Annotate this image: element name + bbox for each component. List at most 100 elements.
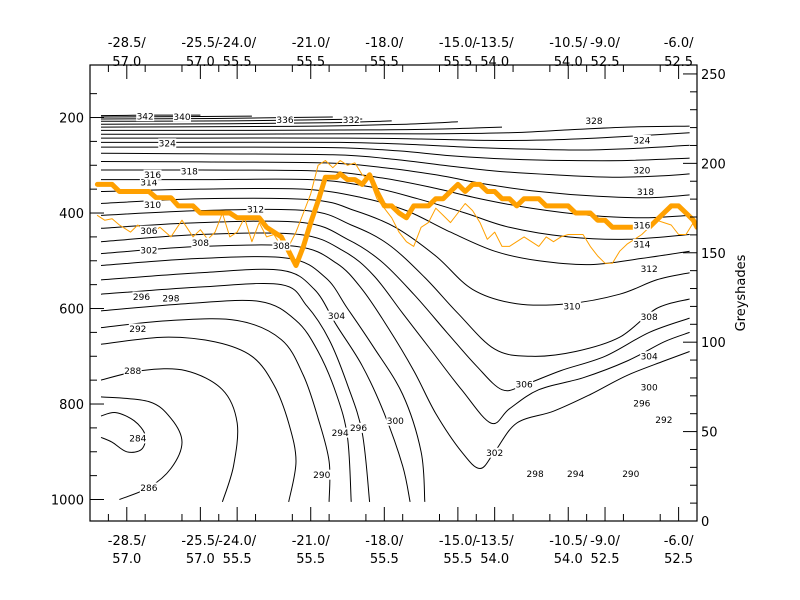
bottom-tick-label-lat: 52.5	[664, 552, 693, 567]
contour-label-bg	[621, 468, 640, 479]
contour-314	[101, 178, 690, 240]
top-tick-label-lat: 54.0	[480, 55, 509, 70]
left-tick-label: 400	[59, 207, 84, 222]
top-tick-label-lat: 52.5	[664, 55, 693, 70]
bottom-tick-label-lon: -10.5/	[549, 534, 588, 549]
axes: 200 400 600 800 1000 0 50 100 150 200 250 -28.5/57.…	[51, 36, 726, 567]
top-tick-label-lat: 55.5	[443, 55, 472, 70]
contour-label-bg	[526, 468, 545, 479]
contour-292	[100, 318, 331, 502]
left-tick-label: 600	[59, 303, 84, 318]
contour-label-bg	[342, 114, 361, 125]
bottom-tick-label-lat: 55.5	[296, 552, 325, 567]
top-tick-label-lat: 57.0	[186, 55, 215, 70]
top-tick-label-lon: -21.0/	[292, 36, 331, 51]
contour-label: 318	[637, 188, 654, 198]
contour-label: 336	[276, 116, 293, 126]
contour-label-bg	[139, 482, 158, 493]
contour-318	[100, 161, 690, 199]
contour-label: 292	[655, 416, 672, 426]
right-tick-label: 100	[701, 336, 726, 351]
contour-label: 306	[516, 380, 533, 390]
bottom-tick-label-lat: 57.0	[186, 552, 215, 567]
contour-label-bg	[172, 111, 191, 122]
contour-label-bg	[632, 165, 651, 176]
contour-342	[100, 114, 201, 117]
bottom-tick-label-lon: -28.5/	[108, 534, 147, 549]
contour-label-bg	[312, 469, 331, 480]
left-tick-label: 800	[59, 398, 84, 413]
contour-label-bg	[632, 219, 651, 230]
contour-label: 312	[641, 265, 658, 275]
contour-label: 284	[129, 435, 146, 445]
contour-label-bg	[143, 199, 162, 210]
contour-label-bg	[632, 239, 651, 250]
contour-label: 298	[162, 294, 179, 304]
contour-label: 328	[585, 117, 602, 127]
contour-label-bg	[632, 134, 651, 145]
contour-label-bg	[180, 166, 199, 177]
contour-label-bg	[143, 169, 162, 180]
bottom-tick-label-lat: 54.0	[480, 552, 509, 567]
contour-label-bg	[275, 114, 294, 125]
plot-frame	[89, 64, 698, 522]
contour-label-bg	[128, 433, 147, 444]
top-tick-label-lon: -13.5/	[476, 36, 515, 51]
bottom-tick-label-lon: -9.0/	[590, 534, 620, 549]
contour-320	[100, 152, 690, 178]
bottom-tick-label-lat: 55.5	[223, 552, 252, 567]
bottom-tick-label-lon: -18.0/	[365, 534, 404, 549]
top-tick-label-lat: 52.5	[591, 55, 620, 70]
bottom-tick-label-lon: -21.0/	[292, 534, 331, 549]
contour-label: 310	[563, 302, 580, 312]
bottom-tick-label-lat: 55.5	[370, 552, 399, 567]
top-tick-label-lat: 55.5	[296, 55, 325, 70]
contour-302	[100, 244, 690, 470]
top-tick-label-lon: -24.0/	[218, 36, 257, 51]
right-tick-label: 50	[701, 426, 718, 441]
contour-label: 296	[133, 293, 150, 303]
top-tick-label-lat: 57.0	[112, 55, 141, 70]
bottom-tick-label-lon: -13.5/	[476, 534, 515, 549]
top-tick-label-lat: 55.5	[370, 55, 399, 70]
contour-label-bg	[139, 225, 158, 236]
bottom-tick-label-lon: -24.0/	[218, 534, 257, 549]
contour-288	[100, 368, 239, 503]
contour-298	[100, 268, 411, 503]
contour-label: 320	[633, 166, 650, 176]
contour-label: 290	[622, 470, 639, 480]
bottom-tick-label-lon: -25.5/	[181, 534, 220, 549]
contour-label: 304	[328, 312, 345, 322]
contour-label-bg	[132, 291, 151, 302]
contour-330	[100, 126, 503, 131]
top-tick-label-lon: -10.5/	[549, 36, 588, 51]
contour-336	[100, 118, 363, 122]
contour-label: 324	[159, 140, 176, 150]
contour-label-bg	[654, 414, 673, 425]
contour-label: 302	[140, 247, 157, 257]
contour-290	[100, 336, 297, 502]
contour-label: 304	[641, 353, 658, 363]
contour-label: 316	[633, 221, 650, 231]
top-tick-label-lat: 54.0	[554, 55, 583, 70]
contour-label: 308	[273, 242, 290, 252]
contour-324	[100, 141, 690, 151]
top-tick-label-lon: -28.5/	[108, 36, 147, 51]
contour-label: 300	[641, 384, 658, 394]
contour-label-bg	[139, 245, 158, 256]
top-tick-label-lon: -6.0/	[664, 36, 694, 51]
contour-316	[100, 169, 690, 219]
contour-label: 314	[633, 240, 650, 250]
contour-label: 312	[247, 206, 264, 216]
contour-label-bg	[272, 240, 291, 251]
contour-label-bg	[191, 237, 210, 248]
bottom-tick-label-lon: -15.0/	[439, 534, 478, 549]
contour-label: 314	[140, 178, 157, 188]
bottom-tick-label-lat: 55.5	[443, 552, 472, 567]
contour-label: 324	[633, 136, 650, 146]
left-tick-label: 1000	[51, 494, 84, 509]
contour-label-bg	[640, 382, 659, 393]
top-tick-label-lon: -9.0/	[590, 36, 620, 51]
contour-label: 316	[144, 171, 161, 181]
contour-310	[100, 197, 690, 306]
